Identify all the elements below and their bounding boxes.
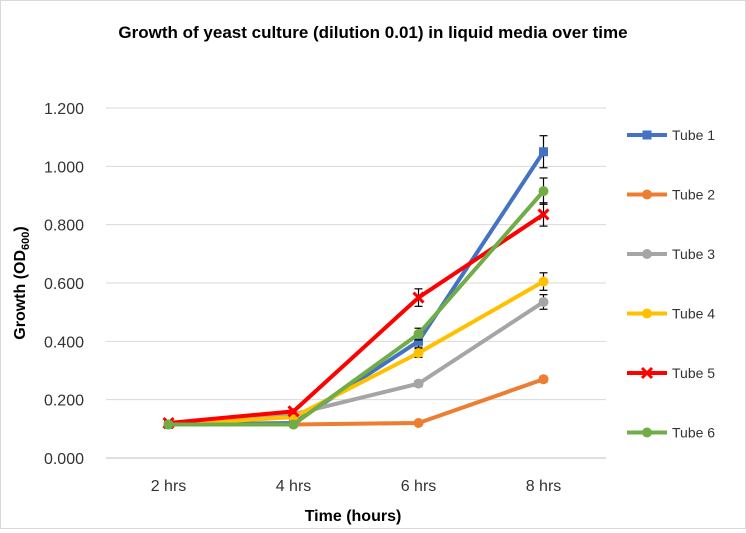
data-point-stroke (287, 405, 300, 418)
data-point (163, 419, 174, 430)
y-tick-label: 0.600 (44, 276, 84, 293)
series-6 (163, 177, 549, 430)
series-4 (163, 272, 549, 430)
legend-label: Tube 3 (672, 246, 715, 262)
x-tick-label: 2 hrs (151, 478, 187, 495)
data-point (288, 419, 299, 430)
data-point (413, 348, 424, 358)
legend-item: Tube 2 (627, 187, 715, 203)
series-group (162, 135, 550, 430)
legend-marker (642, 308, 652, 319)
data-point (412, 291, 425, 304)
y-tick-label: 1.000 (44, 159, 84, 176)
data-point (537, 208, 550, 221)
data-point (538, 276, 549, 287)
legend-label: Tube 5 (672, 365, 715, 381)
legend-label: Tube 2 (672, 187, 715, 203)
data-point (539, 147, 548, 157)
data-point-stroke (412, 291, 425, 304)
x-tick-label: 8 hrs (526, 478, 562, 495)
x-axis-title: Time (hours) (305, 508, 402, 525)
y-tick-label: 1.200 (44, 101, 84, 118)
y-axis-title-close: ) (12, 226, 29, 231)
data-point (413, 378, 424, 389)
legend-label: Tube 6 (672, 425, 715, 441)
series-line (168, 279, 545, 427)
x-axis-ticks: 2 hrs 4 hrs 6 hrs 8 hrs (151, 478, 562, 495)
legend-item: Tube 6 (627, 425, 715, 441)
legend-item: Tube 5 (627, 365, 715, 381)
legend-marker (642, 427, 652, 438)
y-tick-label: 0.200 (44, 393, 84, 410)
gridlines (106, 107, 606, 459)
y-axis-ticks: 0.000 0.200 0.400 0.600 0.800 1.000 1.200 (44, 101, 84, 468)
data-point (413, 418, 424, 428)
data-point (414, 336, 423, 346)
y-tick-label: 0.800 (44, 218, 84, 235)
legend: Tube 1 Tube 2 Tube 3 Tube 4 Tube 5 Tube 6 (627, 127, 715, 441)
legend-marker (642, 189, 652, 200)
chart-title: Growth of yeast culture (dilution 0.01) … (118, 23, 627, 42)
y-axis-title-main: Growth (OD (12, 250, 29, 340)
data-point (287, 405, 300, 418)
series-3 (163, 294, 549, 430)
data-point (538, 296, 549, 307)
y-axis-title-subscript: 600 (20, 232, 32, 250)
legend-marker (642, 130, 652, 140)
data-point (413, 329, 424, 340)
y-tick-label: 0.400 (44, 334, 84, 351)
y-tick-label: 0.000 (44, 451, 84, 468)
legend-label: Tube 4 (672, 306, 715, 322)
legend-item: Tube 1 (627, 127, 715, 143)
legend-marker (642, 249, 652, 259)
data-point (538, 374, 549, 385)
legend-label: Tube 1 (672, 127, 715, 143)
legend-marker (640, 366, 654, 380)
series-line (168, 300, 545, 427)
series-5 (162, 202, 550, 430)
legend-item: Tube 4 (627, 306, 715, 322)
legend-marker-stroke (640, 366, 654, 380)
data-point-stroke (537, 208, 550, 221)
legend-item: Tube 3 (627, 246, 715, 262)
x-tick-label: 4 hrs (276, 478, 312, 495)
series-line (168, 189, 546, 427)
x-tick-label: 6 hrs (401, 478, 437, 495)
y-axis-title: Growth (OD600) (12, 226, 32, 339)
series-line (168, 212, 545, 425)
data-point (538, 186, 549, 197)
